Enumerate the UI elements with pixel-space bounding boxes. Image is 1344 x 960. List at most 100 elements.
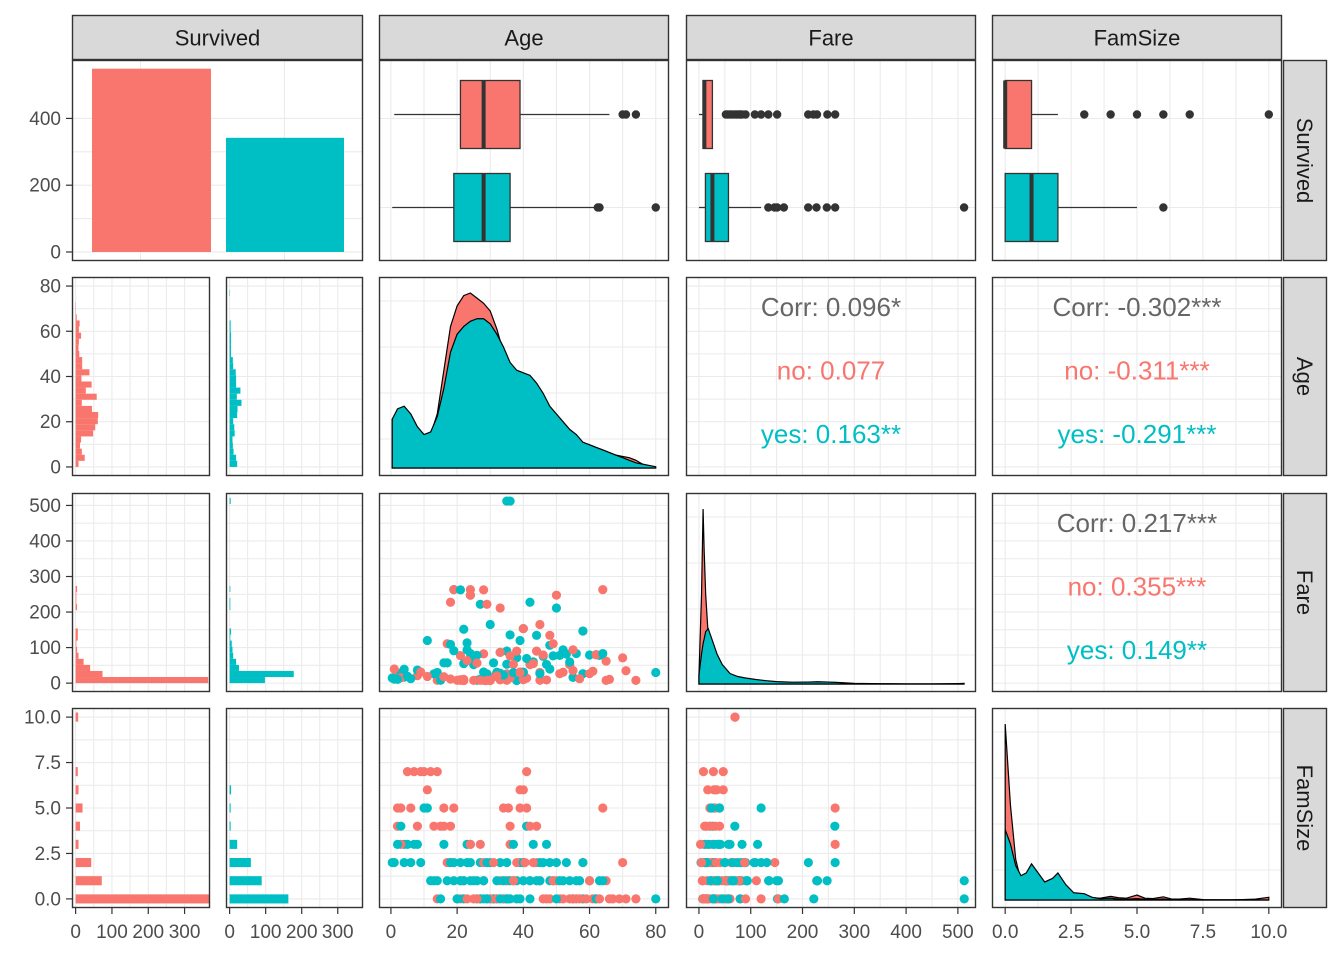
histogram-bar (229, 418, 234, 425)
scatter-point-no (695, 839, 706, 849)
outlier-point (621, 110, 631, 119)
x-tick-label: 10.0 (1250, 922, 1287, 943)
histogram-bar (229, 785, 232, 795)
histogram-bar (229, 393, 237, 400)
scatter-point-no (531, 821, 542, 831)
x-tick-label: 200 (132, 922, 164, 943)
x-axis-age: 0 20 40 60 80 (386, 908, 666, 943)
scatter-point-no (601, 675, 611, 685)
boxplot-fare-yes (698, 172, 969, 243)
corr-label-no: no: 0.355*** (1068, 572, 1207, 602)
scatter-point-no (469, 675, 479, 685)
outlier-point (1185, 110, 1194, 119)
outlier-point (804, 203, 813, 212)
panel-density-famsize-border (991, 707, 1283, 909)
strip-background (1282, 276, 1328, 477)
panel-box-fare-border (685, 59, 977, 262)
scatter-point-no (594, 894, 605, 904)
strip-label: FamSize (1094, 26, 1181, 51)
scatter-point-no (515, 668, 525, 678)
histogram-bar (75, 448, 82, 455)
scatter-point-no (708, 767, 718, 777)
histogram-bar (229, 858, 251, 868)
scatter-point-yes (720, 857, 730, 868)
scatter-point-no (718, 767, 728, 777)
scatter-point-yes (435, 894, 446, 904)
y-tick-label: 100 (29, 638, 61, 659)
scatter-point-no (429, 821, 439, 831)
corr-label-no: no: 0.077 (777, 356, 885, 386)
histogram-bar (229, 448, 234, 455)
scatter-point-no (522, 767, 532, 777)
histogram-bar (229, 839, 238, 849)
outlier-point (756, 110, 766, 119)
panel-hist-age-yes-bars (229, 289, 242, 467)
histogram-bar (229, 320, 231, 327)
histogram-bar (75, 585, 78, 592)
histogram-bar (75, 418, 98, 425)
scatter-point-no (472, 658, 482, 668)
scatter-point-yes (561, 857, 571, 868)
outlier-point (1106, 110, 1115, 119)
histogram-bar (75, 894, 210, 904)
scatter-point-no (508, 876, 519, 886)
scatter-point-no (575, 674, 585, 684)
scatter-point-yes (445, 857, 456, 868)
histogram-bar (229, 442, 233, 449)
scatter-point-yes (492, 876, 502, 886)
histogram-bar (229, 405, 238, 413)
panel-hist-fare-no (71, 492, 211, 693)
scatter-point-no (756, 894, 766, 904)
histogram-bar (229, 658, 237, 665)
histogram-bar (229, 640, 232, 647)
panel-survived-bars (71, 59, 364, 262)
outlier-point (772, 203, 782, 212)
panel-hist-famsize-yes-border (225, 707, 364, 909)
scatter-point-no (631, 894, 641, 904)
histogram-bar (75, 604, 78, 611)
scatter-point-no (469, 894, 479, 904)
panel-scatter-fare-famsize-points (695, 712, 969, 904)
histogram-bar (75, 876, 102, 886)
scatter-point-yes (387, 857, 397, 868)
scatter-point-yes (409, 839, 419, 849)
scatter-point-yes (485, 619, 495, 630)
scatter-point-yes (495, 894, 505, 904)
scatter-point-no (515, 803, 525, 813)
x-axis-count-yes: 0 100 200 300 (224, 908, 354, 943)
scatter-point-yes (505, 496, 515, 506)
scatter-point-yes (541, 659, 552, 670)
scatter-point-yes (538, 857, 548, 868)
scatter-point-yes (764, 876, 774, 886)
x-tick-label: 100 (250, 922, 282, 943)
strip-label: Fare (808, 26, 853, 51)
histogram-bar (229, 387, 241, 394)
scatter-point-yes (472, 876, 482, 886)
histogram-bar (75, 357, 83, 364)
histogram-bar (75, 677, 209, 684)
scatter-point-yes (830, 857, 840, 868)
y-tick-label: 40 (40, 367, 61, 388)
x-tick-label: 0 (694, 922, 705, 943)
histogram-bar (75, 664, 91, 671)
panel-hist-famsize-yes (225, 707, 364, 909)
panel-corr-famsize-fare-grid (992, 493, 1282, 692)
scatter-point-yes (396, 821, 406, 831)
scatter-point-yes (822, 876, 832, 886)
histogram-bar (229, 604, 231, 611)
x-tick-label: 400 (890, 922, 922, 943)
panel-box-age-border (378, 59, 670, 262)
x-tick-label: 200 (787, 922, 819, 943)
panel-corr-fare-age-border (685, 276, 977, 477)
scatter-point-no (614, 894, 624, 904)
scatter-point-yes (578, 857, 588, 868)
histogram-bar (229, 344, 232, 351)
scatter-point-yes (584, 650, 595, 660)
scatter-point-yes (756, 803, 766, 813)
panel-density-age-border (378, 276, 670, 477)
corr-label-overall: Corr: 0.096* (761, 292, 901, 322)
scatter-point-no (475, 839, 485, 849)
panel-density-fare-border (685, 492, 977, 693)
scatter-point-no (445, 821, 456, 831)
scatter-point-yes (528, 839, 538, 849)
